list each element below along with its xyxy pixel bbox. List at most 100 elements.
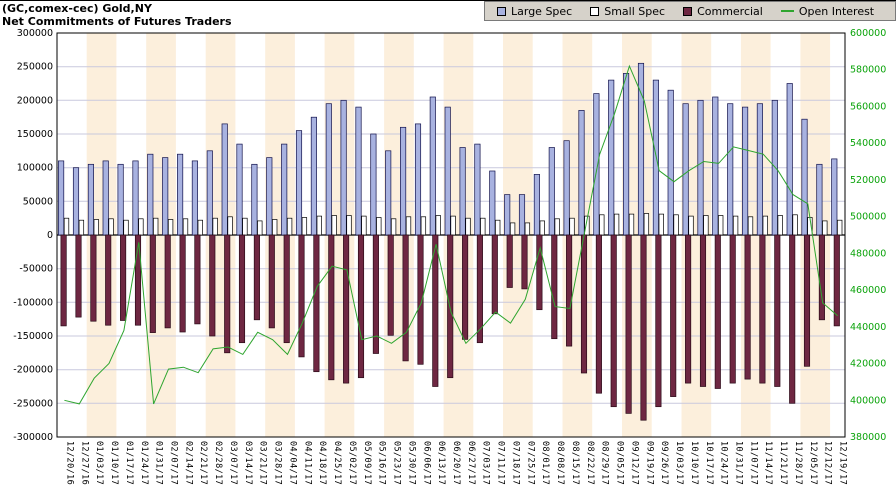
commercial-swatch-icon: [683, 6, 693, 16]
bar-small-spec: [509, 222, 516, 236]
svg-text:09/26/17: 09/26/17: [659, 441, 669, 485]
bar-large-spec: [251, 163, 258, 236]
bar-small-spec: [153, 217, 159, 236]
svg-text:580000: 580000: [850, 65, 886, 76]
legend-label-commercial: Commercial: [697, 4, 763, 18]
bar-large-spec: [816, 163, 823, 236]
svg-text:0: 0: [47, 230, 53, 241]
bar-commercial: [521, 234, 528, 290]
svg-text:11/14/17: 11/14/17: [763, 441, 773, 485]
bar-large-spec: [578, 110, 585, 236]
open-interest-line: [64, 64, 838, 405]
legend-label-open-interest: Open Interest: [798, 4, 875, 18]
chart-header: (GC,comex-cec) Gold,NY Net Commitments o…: [0, 0, 896, 28]
legend-item-large-spec[interactable]: Large Spec: [497, 5, 572, 18]
chart-canvas: 300000250000200000150000100000500000-500…: [13, 28, 886, 485]
svg-text:08/29/17: 08/29/17: [600, 441, 610, 485]
bar-large-spec: [489, 170, 496, 236]
svg-text:-150000: -150000: [13, 331, 53, 342]
bar-large-spec: [682, 103, 689, 236]
x-axis-labels: 12/20/16 12/27/16 01/03/17 01/10/17 01/17/17…: [64, 441, 847, 485]
bar-large-spec: [236, 143, 243, 236]
legend-label-large-spec: Large Spec: [511, 4, 573, 18]
legend-item-small-spec[interactable]: Small Spec: [590, 5, 665, 18]
bar-large-spec: [608, 79, 615, 236]
svg-text:12/12/17: 12/12/17: [823, 441, 833, 485]
bar-commercial: [75, 234, 82, 318]
svg-text:12/20/16: 12/20/16: [64, 441, 74, 485]
bar-commercial: [744, 234, 751, 380]
svg-text:50000: 50000: [23, 196, 53, 207]
svg-text:09/05/17: 09/05/17: [615, 441, 625, 485]
svg-text:-200000: -200000: [13, 365, 53, 376]
left-axis-labels: 300000 250000 200000 150000 100000 50000 0 -500…: [13, 28, 53, 443]
bar-large-spec: [370, 133, 377, 236]
bar-large-spec: [117, 163, 124, 236]
bar-commercial: [759, 234, 766, 384]
bar-large-spec: [623, 73, 630, 236]
chart-subtitle: Net Commitments of Futures Traders: [2, 15, 232, 28]
svg-text:10/24/17: 10/24/17: [719, 441, 729, 485]
bar-commercial: [402, 234, 409, 362]
bar-small-spec: [376, 217, 382, 236]
svg-text:06/20/17: 06/20/17: [451, 441, 461, 485]
bar-small-spec: [63, 217, 70, 236]
bar-large-spec: [147, 153, 154, 236]
bar-commercial: [655, 234, 662, 408]
bar-small-spec: [688, 215, 694, 236]
bar-small-spec: [182, 218, 189, 236]
bar-commercial: [120, 234, 127, 321]
legend-item-open-interest[interactable]: Open Interest: [780, 4, 875, 18]
bar-large-spec: [444, 106, 451, 236]
bar-commercial: [506, 234, 513, 288]
svg-text:250000: 250000: [17, 62, 53, 73]
bar-small-spec: [643, 213, 650, 236]
bar-large-spec: [325, 103, 332, 236]
svg-text:-250000: -250000: [13, 398, 53, 409]
bar-commercial: [328, 234, 335, 381]
svg-text:300000: 300000: [17, 28, 53, 39]
svg-text:01/03/17: 01/03/17: [94, 441, 104, 485]
bar-large-spec: [459, 147, 466, 236]
bar-commercial: [432, 234, 439, 387]
svg-text:560000: 560000: [850, 102, 886, 113]
bar-commercial: [610, 234, 617, 408]
legend-item-commercial[interactable]: Commercial: [683, 5, 763, 18]
bar-small-spec: [465, 217, 471, 236]
bar-small-spec: [732, 215, 739, 236]
bar-large-spec: [801, 118, 808, 236]
svg-text:08/22/17: 08/22/17: [585, 441, 595, 485]
bar-small-spec: [599, 214, 605, 236]
svg-text:10/03/17: 10/03/17: [674, 441, 684, 485]
bar-commercial: [417, 234, 424, 365]
instrument-title: (GC,comex-cec) Gold,NY: [2, 2, 152, 15]
svg-text:10/31/17: 10/31/17: [734, 441, 744, 485]
bar-commercial: [580, 234, 588, 374]
svg-text:07/25/17: 07/25/17: [525, 441, 535, 485]
bar-large-spec: [177, 153, 184, 236]
svg-text:440000: 440000: [850, 322, 886, 333]
bar-commercial: [357, 234, 365, 379]
bar-small-spec: [316, 215, 322, 236]
svg-text:01/10/17: 01/10/17: [109, 441, 119, 485]
bar-large-spec: [162, 157, 169, 236]
svg-text:200000: 200000: [17, 95, 53, 106]
bar-large-spec: [429, 96, 436, 236]
svg-text:09/12/17: 09/12/17: [629, 441, 639, 485]
svg-text:03/21/17: 03/21/17: [258, 441, 268, 485]
svg-text:08/15/17: 08/15/17: [570, 441, 580, 485]
bar-large-spec: [786, 83, 793, 236]
bar-commercial: [476, 234, 483, 344]
bar-small-spec: [480, 217, 486, 236]
bar-commercial: [774, 234, 781, 387]
bar-commercial: [462, 234, 469, 340]
bar-small-spec: [673, 214, 679, 236]
bar-small-spec: [658, 213, 664, 236]
bar-commercial: [536, 234, 543, 311]
svg-text:06/13/17: 06/13/17: [436, 441, 446, 485]
bar-small-spec: [93, 219, 99, 236]
bar-commercial: [714, 234, 721, 389]
bar-small-spec: [762, 215, 768, 236]
bar-large-spec: [281, 143, 288, 236]
svg-text:04/25/17: 04/25/17: [332, 441, 342, 485]
